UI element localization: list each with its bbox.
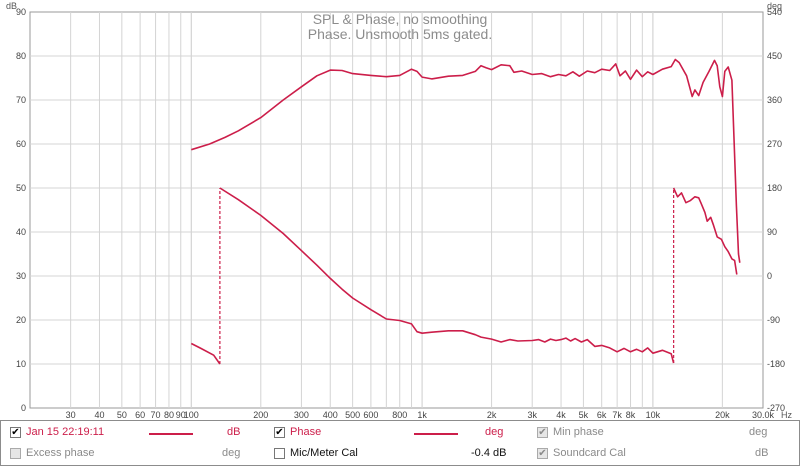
soundcard-cal-label: Soundcard Cal	[553, 447, 626, 459]
x-tick-label: 300	[294, 410, 309, 420]
soundcard-cal-checkbox[interactable]	[537, 448, 548, 459]
x-tick-label: 70	[151, 410, 161, 420]
left-tick-label: 50	[16, 183, 26, 193]
left-tick-label: 20	[16, 315, 26, 325]
min-phase-checkbox[interactable]	[537, 427, 548, 438]
x-tick-label: 60	[135, 410, 145, 420]
left-tick-label: 30	[16, 271, 26, 281]
spl-curve	[191, 58, 741, 263]
min-phase-unit: deg	[749, 426, 768, 438]
x-tick-label: 2k	[487, 410, 497, 420]
x-axis-unit: Hz	[781, 410, 792, 420]
x-tick-label: 4k	[556, 410, 566, 420]
right-tick-label: 540	[767, 7, 782, 17]
x-tick-label: 30.0k	[752, 410, 775, 420]
soundcard-cal-unit: dB	[755, 447, 769, 459]
excess-phase-checkbox[interactable]	[10, 448, 21, 459]
right-axis-unit: deg	[767, 1, 782, 11]
left-tick-label: 40	[16, 227, 26, 237]
x-tick-label: 100	[184, 410, 199, 420]
left-tick-label: 80	[16, 51, 26, 61]
right-axis-ticks: -270 -180 -90 0 90 180 270 360 450 540	[767, 7, 785, 413]
left-tick-label: 70	[16, 95, 26, 105]
x-tick-label: 80	[164, 410, 174, 420]
mic-meter-cal-checkbox[interactable]	[274, 448, 285, 459]
excess-phase-unit: deg	[222, 447, 241, 459]
left-tick-label: 10	[16, 359, 26, 369]
mic-meter-cal-value: -0.4 dB	[471, 447, 507, 459]
right-tick-label: 90	[767, 227, 777, 237]
x-tick-label: 10k	[646, 410, 661, 420]
legend-row-2: Excess phase deg Mic/Meter Cal -0.4 dB S…	[1, 443, 799, 465]
excess-phase-label: Excess phase	[26, 447, 95, 459]
phase-label: Phase	[290, 426, 322, 438]
plot-area	[29, 11, 764, 409]
phase-curve	[219, 187, 675, 364]
right-tick-label: -90	[767, 315, 780, 325]
x-tick-label: 5k	[579, 410, 589, 420]
left-axis-unit: dB	[6, 1, 17, 11]
spl-unit: dB	[227, 426, 241, 438]
right-tick-label: 450	[767, 51, 782, 61]
x-tick-label: 500	[345, 410, 360, 420]
left-axis-ticks: 0 10 20 30 40 50 60 70 80 90	[16, 7, 26, 413]
x-tick-label: 6k	[597, 410, 607, 420]
spl-label: Jan 15 22:19:11	[26, 426, 105, 438]
x-tick-label: 600	[363, 410, 378, 420]
legend-panel: Jan 15 22:19:11 dB Phase deg Min phase d…	[0, 420, 800, 466]
left-tick-label: 0	[21, 403, 26, 413]
right-tick-label: -270	[767, 403, 785, 413]
x-tick-label: 90	[176, 410, 186, 420]
right-tick-label: 270	[767, 139, 782, 149]
right-tick-label: 360	[767, 95, 782, 105]
phase-curve	[672, 187, 738, 275]
left-tick-label: 90	[16, 7, 26, 17]
x-tick-label: 7k	[612, 410, 622, 420]
x-tick-label: 30	[66, 410, 76, 420]
x-tick-label: 40	[94, 410, 104, 420]
min-phase-label: Min phase	[553, 426, 604, 438]
x-tick-label: 800	[392, 410, 407, 420]
right-tick-label: 180	[767, 183, 782, 193]
phase-checkbox[interactable]	[274, 427, 285, 438]
y-grid-lines	[30, 55, 763, 365]
chart-title: SPL & Phase, no smoothing	[313, 11, 488, 27]
series-group	[190, 58, 741, 365]
x-tick-label: 1k	[417, 410, 427, 420]
x-tick-label: 20k	[715, 410, 730, 420]
x-grid-lines	[70, 12, 723, 408]
x-tick-label: 200	[253, 410, 268, 420]
x-tick-label: 400	[323, 410, 338, 420]
left-tick-label: 60	[16, 139, 26, 149]
phase-unit: deg	[485, 426, 504, 438]
x-tick-label: 3k	[527, 410, 537, 420]
spl-swatch	[149, 433, 193, 435]
right-tick-label: 0	[767, 271, 772, 281]
chart-subtitle: Phase. Unsmooth 5ms gated.	[308, 26, 492, 42]
phase-swatch	[414, 433, 458, 435]
mic-meter-cal-label: Mic/Meter Cal	[290, 447, 358, 459]
spl-checkbox[interactable]	[10, 427, 21, 438]
right-tick-label: -180	[767, 359, 785, 369]
phase-curve	[190, 342, 221, 365]
x-tick-label: 50	[117, 410, 127, 420]
legend-row-1: Jan 15 22:19:11 dB Phase deg Min phase d…	[1, 422, 799, 444]
x-tick-label: 8k	[626, 410, 636, 420]
